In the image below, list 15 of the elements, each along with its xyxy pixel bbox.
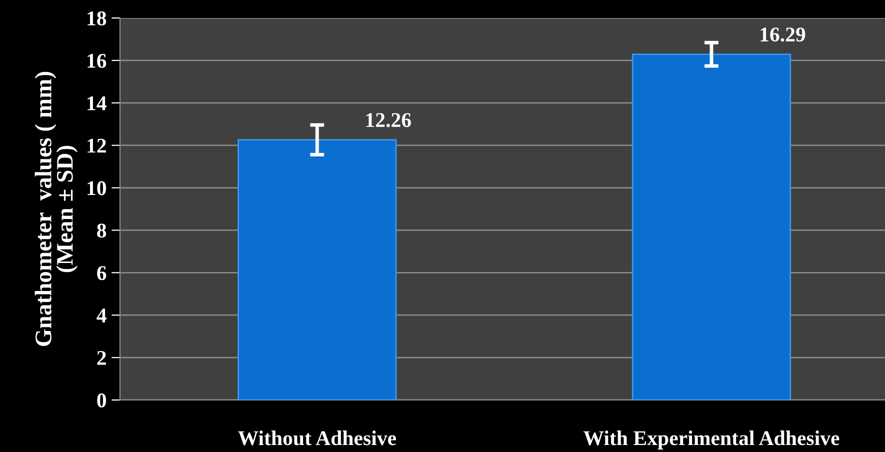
y-tick-label: 0 xyxy=(97,393,106,408)
x-tick-label: With Experimental Adhesive xyxy=(584,430,840,450)
y-tick-label: 6 xyxy=(97,266,106,280)
data-label: 12.26 xyxy=(366,113,411,128)
y-tick-label: 18 xyxy=(88,11,106,26)
y-tick-label: 4 xyxy=(96,308,106,322)
x-tick-label: Without Adhesive xyxy=(238,430,396,446)
y-tick-label: 10 xyxy=(88,181,106,196)
data-label: 16.29 xyxy=(760,28,806,42)
y-tick-label: 2 xyxy=(97,350,106,365)
y-tick-label: 14 xyxy=(88,96,106,110)
y-axis-title: Gnathometer values ( mm) (Mean ± SD) xyxy=(34,72,78,346)
y-tick-label: 12 xyxy=(88,138,106,153)
y-tick-label: 16 xyxy=(88,54,106,68)
y-tick-label: 8 xyxy=(97,224,106,238)
